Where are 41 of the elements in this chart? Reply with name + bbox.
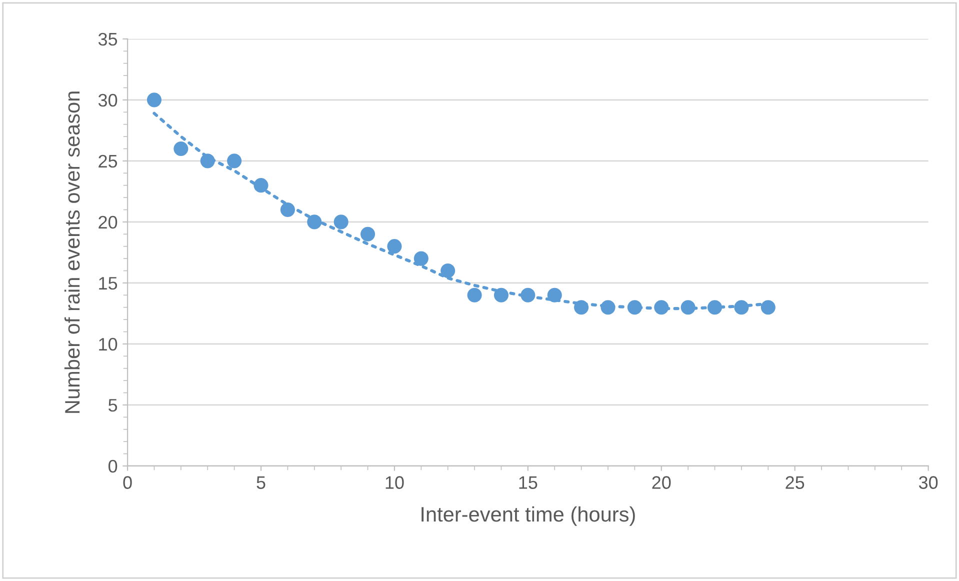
point	[467, 288, 482, 302]
point	[200, 154, 215, 168]
point	[760, 300, 776, 315]
x-tick-label: 30	[918, 476, 938, 489]
y-tick-label: 0	[108, 460, 118, 473]
y-tick-label: 30	[98, 94, 118, 107]
point	[547, 288, 562, 302]
point	[520, 288, 536, 302]
point	[707, 300, 722, 315]
point	[494, 288, 509, 302]
point	[600, 300, 616, 315]
y-tick-label: 15	[99, 277, 118, 290]
point	[174, 141, 188, 156]
point	[334, 214, 348, 230]
y-tick-label: 5	[108, 399, 118, 412]
x-tick-label: 5	[256, 476, 266, 489]
x-tick-label: 20	[652, 476, 671, 489]
point	[280, 202, 295, 218]
point	[574, 300, 589, 315]
point	[360, 226, 376, 242]
y-axis-title: Number of rain events over season	[64, 92, 80, 413]
point	[440, 263, 456, 278]
x-tick-label: 10	[386, 476, 404, 489]
point	[680, 300, 696, 315]
point	[387, 239, 402, 254]
point	[627, 300, 642, 315]
y-tick-label: 20	[98, 216, 118, 229]
point	[414, 251, 428, 266]
point	[654, 300, 669, 315]
x-axis-title: Inter-event time (hours)	[422, 506, 635, 526]
point	[146, 92, 162, 108]
y-tick-label: 10	[99, 338, 118, 351]
point	[227, 154, 242, 168]
y-tick-label: 25	[98, 154, 118, 168]
point	[307, 214, 322, 230]
point	[254, 178, 268, 193]
point	[734, 300, 749, 315]
x-tick-label: 0	[123, 476, 132, 489]
x-tick-label: 25	[786, 476, 804, 489]
x-tick-label: 15	[519, 476, 538, 489]
y-tick-label: 35	[98, 32, 118, 46]
